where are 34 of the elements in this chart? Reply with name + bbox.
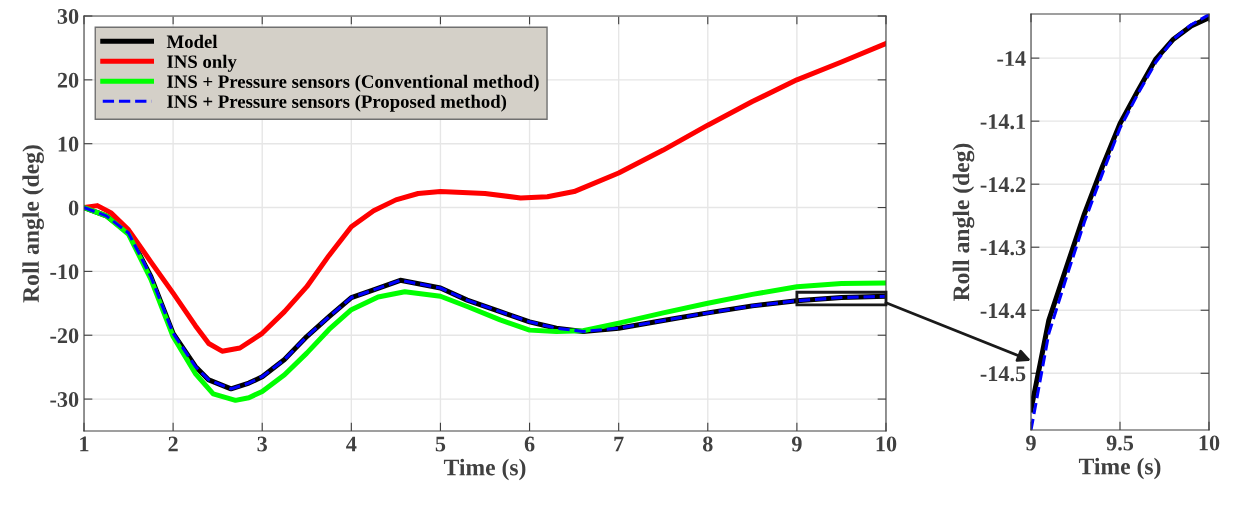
legend-label: Model	[166, 34, 218, 49]
y-tick-label: -10	[50, 264, 79, 280]
y-tick-label: 20	[57, 72, 79, 88]
x-tick-label: 6	[524, 436, 535, 452]
y-tick-label: -14.5	[980, 366, 1026, 382]
y-tick-label: -14.3	[980, 240, 1026, 256]
x-tick-label: 10	[876, 436, 897, 452]
x-tick-label: 9	[791, 436, 802, 452]
x-tick-label: 9.5	[1106, 435, 1134, 451]
y-axis-title: Roll angle (deg)	[952, 143, 975, 301]
x-tick-label: 2	[168, 436, 178, 452]
x-tick-label: 4	[346, 436, 357, 452]
x-axis-title: Time (s)	[443, 458, 526, 481]
x-tick-label: 1	[80, 436, 89, 452]
y-tick-label: -14.4	[980, 303, 1026, 319]
legend-label: INS only	[167, 54, 237, 72]
y-tick-label: -14	[997, 51, 1026, 66]
x-tick-label: 7	[614, 436, 624, 452]
x-tick-label: 8	[702, 436, 713, 452]
legend-label: INS + Pressure sensors (Proposed method)	[167, 94, 507, 112]
x-tick-label: 9	[1026, 435, 1036, 451]
y-tick-label: -14.2	[980, 177, 1026, 193]
y-tick-label: -30	[50, 392, 79, 408]
y-tick-label: -14.1	[980, 114, 1025, 130]
y-tick-label: -20	[50, 328, 79, 344]
x-axis-title: Time (s)	[1078, 457, 1161, 480]
x-tick-label: 10	[1199, 435, 1220, 451]
legend-label: INS + Pressure sensors (Conventional method)	[167, 74, 539, 92]
y-tick-label: 10	[58, 136, 79, 152]
y-tick-label: 30	[57, 8, 79, 24]
x-tick-label: 5	[435, 436, 446, 452]
y-tick-label: 0	[68, 200, 79, 216]
y-axis-title: Roll angle (deg)	[22, 145, 44, 303]
x-tick-label: 3	[257, 436, 268, 452]
